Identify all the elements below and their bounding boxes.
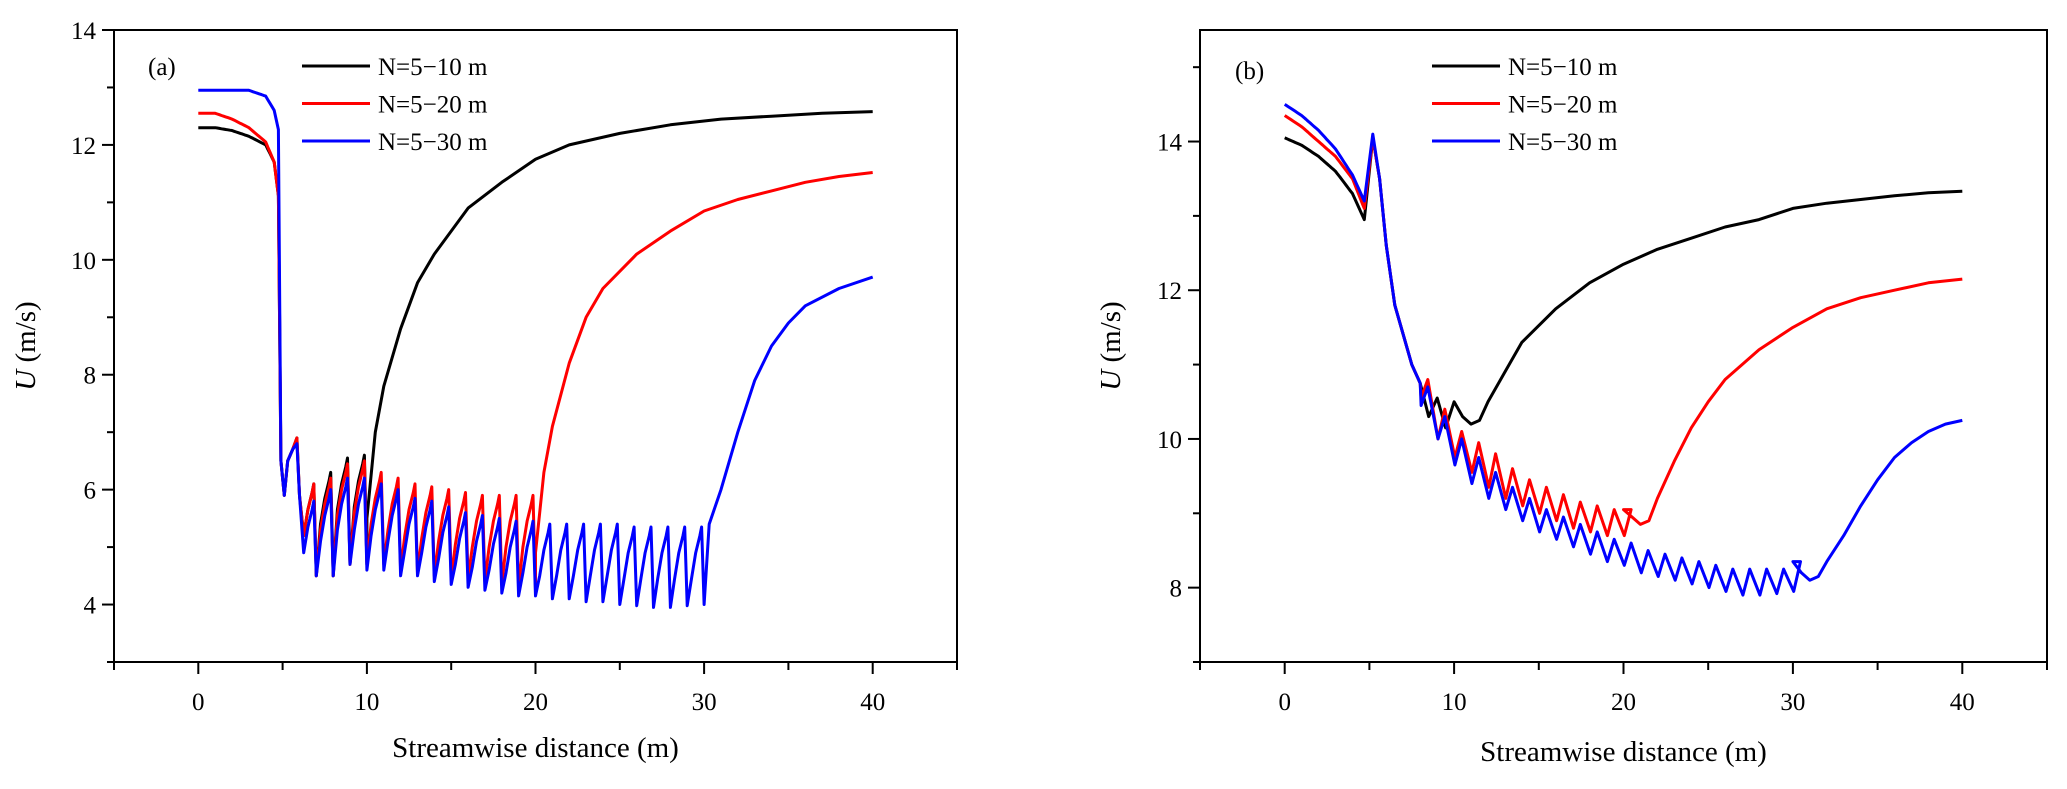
legend-label: N=5−30 m (378, 129, 488, 156)
x-axis-title: Streamwise distance (m) (1480, 736, 1767, 768)
x-tick-label: 40 (1950, 689, 1975, 716)
y-tick-label: 6 (84, 478, 97, 505)
panel-label: (b) (1235, 58, 1264, 85)
series-line-3 (198, 88, 874, 609)
legend-label: N=5−10 m (378, 54, 488, 81)
y-tick-label: 8 (1170, 576, 1183, 603)
series-line-2 (1283, 114, 1963, 538)
x-tick-label: 40 (860, 689, 885, 716)
legend-label: N=5−20 m (378, 92, 488, 119)
y-tick-label: 4 (84, 593, 97, 620)
x-tick-label: 0 (1278, 689, 1291, 716)
series-line-3 (1283, 103, 1963, 597)
legend-label: N=5−10 m (1508, 54, 1618, 81)
panel-a: 0 10 20 30 40 4 6 8 10 12 14 Streamwise distance (m… (10, 18, 958, 764)
y-axis-unit: (m/s) (1095, 301, 1127, 369)
y-tick-label: 8 (84, 363, 97, 390)
x-axis-title: Streamwise distance (m) (392, 732, 679, 764)
y-tick-label: 14 (1157, 130, 1183, 157)
x-tick-label: 20 (523, 689, 548, 716)
y-axis-symbol: U (10, 368, 42, 391)
y-tick-label: 14 (71, 18, 97, 45)
x-tick-label: 0 (192, 689, 205, 716)
series-line-2 (198, 111, 873, 592)
x-tick-label: 10 (1442, 689, 1467, 716)
y-tick-label: 10 (1157, 427, 1182, 454)
panel-label: (a) (148, 54, 176, 81)
legend-label: N=5−20 m (1508, 92, 1618, 119)
y-axis-title: U (m/s) (1095, 301, 1127, 390)
x-tick-label: 20 (1611, 689, 1636, 716)
series-line-1 (1284, 136, 1963, 430)
y-tick-label: 12 (1157, 278, 1182, 305)
legend-label: N=5−30 m (1508, 129, 1618, 156)
y-axis-title: U (m/s) (10, 301, 42, 390)
x-tick-label: 10 (354, 689, 379, 716)
y-tick-label: 10 (71, 248, 96, 275)
y-tick-label: 12 (71, 133, 96, 160)
plot-frame (1199, 29, 2048, 663)
panel-b: 0 10 20 30 40 8 10 12 14 Streamwise distance (m) U… (1095, 29, 2048, 768)
y-axis-unit: (m/s) (10, 301, 42, 369)
x-tick-label: 30 (692, 689, 717, 716)
y-axis-symbol: U (1095, 368, 1127, 391)
x-tick-label: 30 (1780, 689, 1805, 716)
